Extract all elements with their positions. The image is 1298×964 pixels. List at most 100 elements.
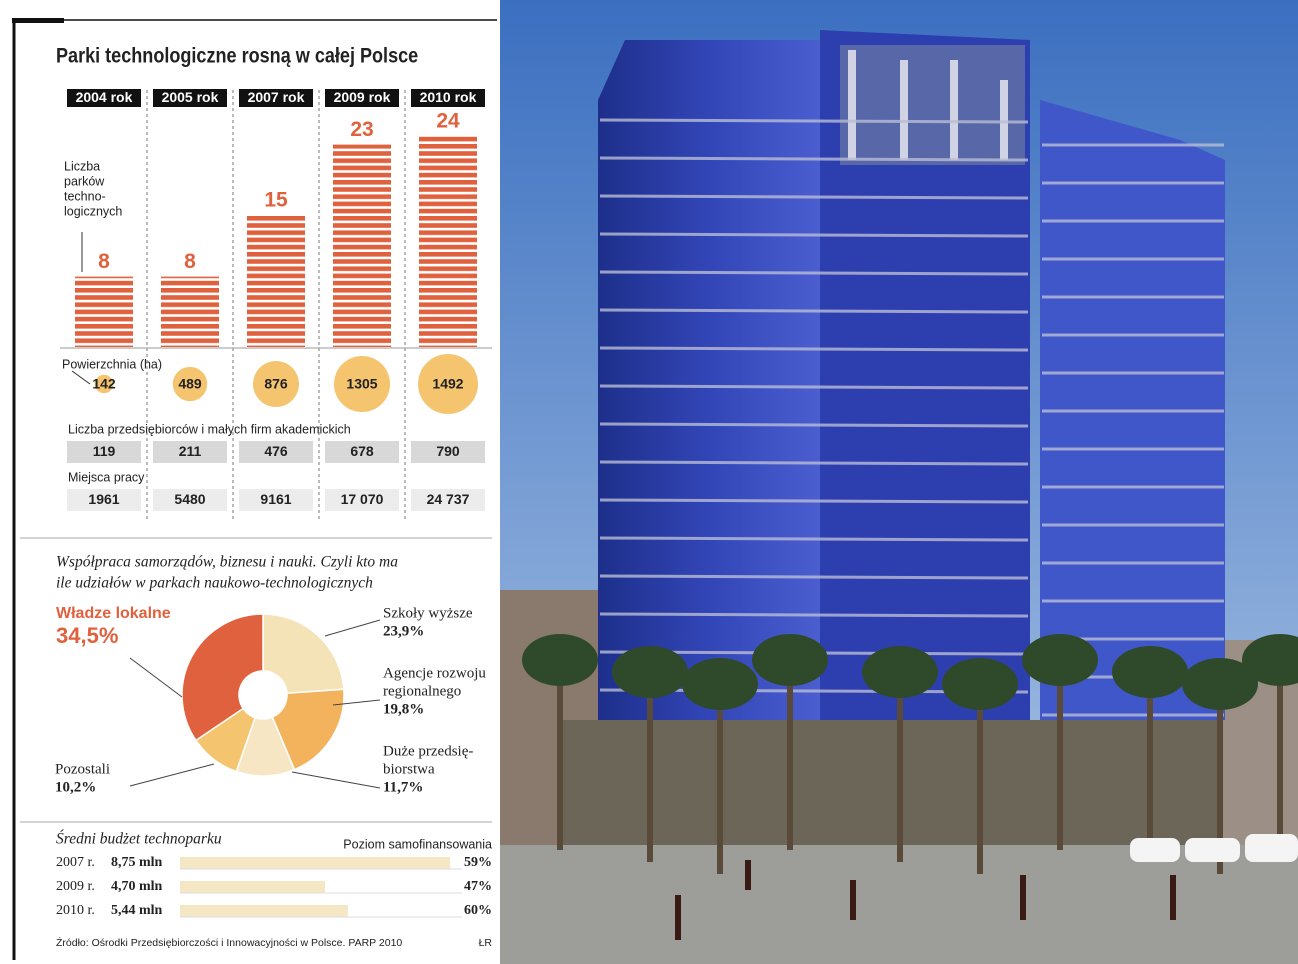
palm-trunk xyxy=(787,660,793,850)
area-value: 142 xyxy=(92,376,116,392)
palm-crown xyxy=(752,634,828,686)
palm-trunk xyxy=(977,684,983,874)
floor xyxy=(599,270,1029,276)
floor xyxy=(599,422,1029,428)
palm-crown xyxy=(1182,658,1258,710)
firms-value: 678 xyxy=(350,443,374,459)
year-label: 2007 rok xyxy=(248,89,305,105)
floor xyxy=(599,536,1029,542)
palm-trunk xyxy=(897,672,903,862)
jobs-value: 9161 xyxy=(260,491,291,507)
area-circle xyxy=(94,374,114,394)
year-label: 2009 rok xyxy=(334,89,391,105)
palm-trunk xyxy=(717,684,723,874)
bar xyxy=(75,276,133,347)
pie-slice xyxy=(271,688,345,771)
year-box xyxy=(411,89,485,107)
leader xyxy=(129,657,183,698)
annotation: parków xyxy=(64,174,105,188)
jobs-value: 24 737 xyxy=(427,491,470,507)
floor xyxy=(599,612,1029,618)
budget-year: 2010 r. xyxy=(56,903,95,918)
firms-value: 790 xyxy=(436,443,460,459)
budget-percent: 59% xyxy=(464,855,492,870)
year-label: 2005 rok xyxy=(162,89,219,105)
palm-crown xyxy=(942,658,1018,710)
palm-trunk xyxy=(1217,684,1223,874)
bar xyxy=(419,135,477,347)
bar xyxy=(247,215,305,347)
year-box xyxy=(239,89,313,107)
pie-value: 23,9% xyxy=(383,623,424,639)
floor xyxy=(599,574,1029,580)
jobs-box xyxy=(411,489,485,511)
budget-bar xyxy=(180,881,326,893)
row-label: Liczba przedsiębiorców i małych firm aka… xyxy=(68,422,351,436)
firms-box xyxy=(239,441,313,463)
pie-label: biorstwa xyxy=(383,761,435,777)
pie-subtitle: Współpraca samorządów, biznesu i nauki. … xyxy=(56,554,398,571)
floor xyxy=(599,156,1029,162)
leader xyxy=(71,370,91,385)
area-circle xyxy=(418,354,478,414)
jobs-value: 5480 xyxy=(174,491,205,507)
area-value: 1492 xyxy=(432,376,463,392)
palm-crown xyxy=(612,646,688,698)
bar-value: 8 xyxy=(98,250,110,273)
firms-value: 119 xyxy=(93,443,116,459)
area-value: 876 xyxy=(264,376,288,392)
bar-value: 8 xyxy=(184,250,196,273)
pie-label: regionalnego xyxy=(383,683,461,699)
jobs-box xyxy=(153,489,227,511)
jobs-box xyxy=(239,489,313,511)
jobs-box xyxy=(67,489,141,511)
bar xyxy=(161,276,219,347)
firms-box xyxy=(67,441,141,463)
floor xyxy=(599,460,1029,466)
annotation: Liczba xyxy=(64,159,100,173)
source: Źródło: Ośrodki Przedsiębiorczości i Inn… xyxy=(56,936,402,949)
pie-value: 34,5% xyxy=(56,623,118,648)
palm-crown xyxy=(1022,634,1098,686)
photo xyxy=(500,0,1298,964)
pie-slice xyxy=(262,613,345,695)
jobs-box xyxy=(325,489,399,511)
title: Parki technologiczne rosną w całej Polsc… xyxy=(56,44,418,68)
firms-box xyxy=(325,441,399,463)
jobs-value: 17 070 xyxy=(341,491,384,507)
jobs-value: 1961 xyxy=(88,491,119,507)
pie-label: Władze lokalne xyxy=(56,605,171,622)
annotation: logicznych xyxy=(64,204,122,218)
row-label: Miejsca pracy xyxy=(68,470,145,484)
year-box xyxy=(325,89,399,107)
pie-label: Duże przedsię- xyxy=(383,743,473,759)
credit: ŁR xyxy=(479,937,493,949)
leader xyxy=(324,619,381,637)
palm-crown xyxy=(682,658,758,710)
floor xyxy=(599,118,1029,124)
budget-percent: 60% xyxy=(464,903,492,918)
area-value: 489 xyxy=(178,376,202,392)
pie-value: 10,2% xyxy=(55,779,96,795)
palm-crown xyxy=(1242,634,1298,686)
annotation: techno- xyxy=(64,189,106,203)
floor xyxy=(599,232,1029,238)
budget-bar xyxy=(180,857,450,869)
budget-value: 5,44 mln xyxy=(111,903,163,918)
frame xyxy=(12,18,497,960)
pie-subtitle: ile udziałów w parkach naukowo-technolog… xyxy=(56,575,373,592)
budget-value: 8,75 mln xyxy=(111,855,163,870)
bar-value: 24 xyxy=(436,109,460,132)
budget-secondary-label: Poziom samofinansowania xyxy=(343,837,492,851)
pie-label: Szkoły wyższe xyxy=(383,605,473,621)
budget-bar xyxy=(180,905,348,917)
pie-slice xyxy=(181,613,264,742)
budget-title: Średni budżet technoparku xyxy=(56,831,222,848)
leader xyxy=(129,763,215,787)
bar-value: 23 xyxy=(350,118,373,141)
leader xyxy=(291,771,381,789)
area-circle xyxy=(333,355,391,413)
firms-value: 476 xyxy=(264,443,288,459)
floor xyxy=(599,498,1029,504)
year-label: 2010 rok xyxy=(420,89,477,105)
